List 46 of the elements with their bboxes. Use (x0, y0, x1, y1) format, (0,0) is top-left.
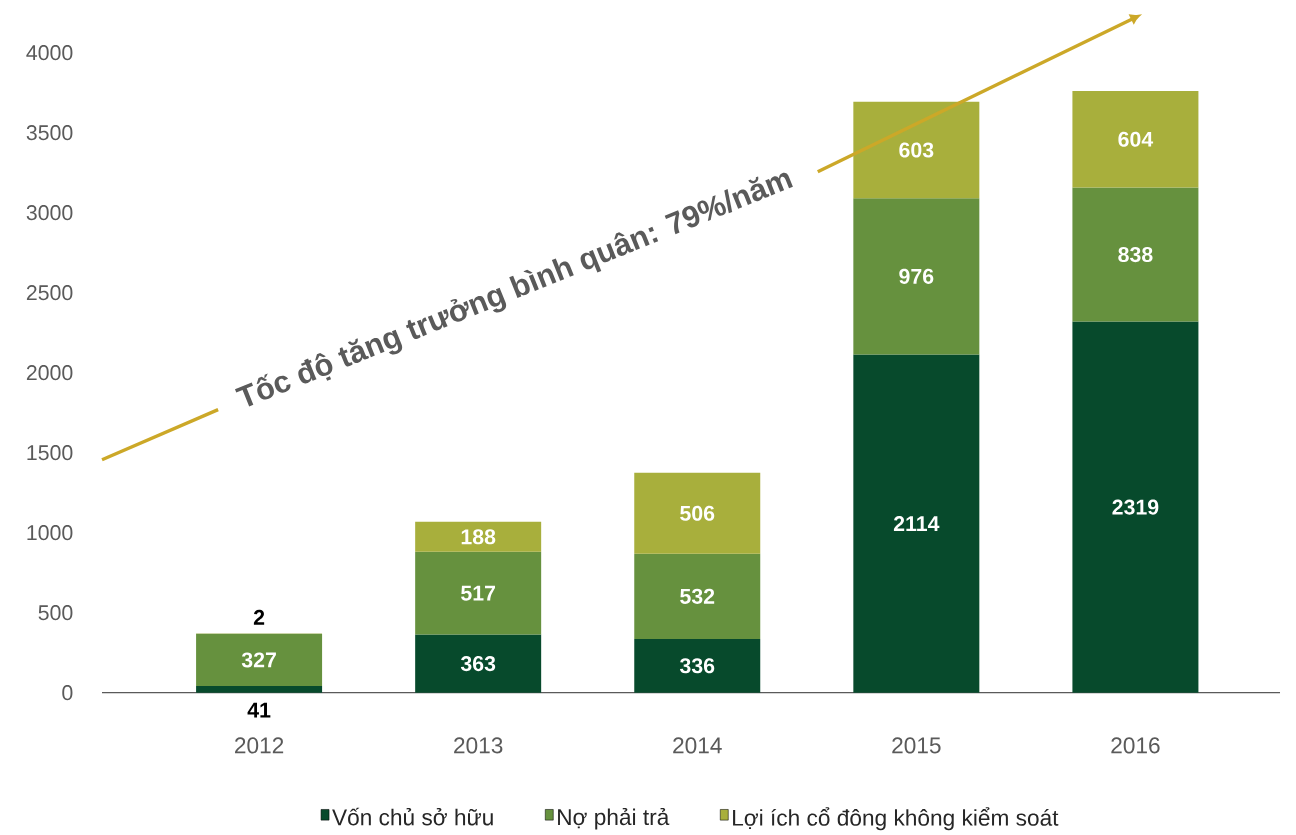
data-label: 604 (1118, 131, 1154, 147)
y-tick-label: 2500 (26, 285, 73, 301)
y-tick-label: 2000 (26, 365, 73, 381)
bar (1072, 321, 1199, 693)
bar (415, 552, 542, 635)
legend-label: Vốn chủ sở hữu (332, 807, 493, 826)
bar (415, 521, 542, 553)
bar (196, 686, 323, 693)
data-label: 2114 (893, 516, 940, 532)
y-tick-label: 500 (38, 605, 73, 621)
x-tick-label: 2016 (1111, 737, 1160, 754)
data-label: 532 (680, 588, 715, 605)
y-tick-label: 3500 (26, 125, 73, 141)
legend-label: Nợ phải trả (558, 808, 670, 830)
data-label: 506 (680, 505, 715, 522)
data-label: 188 (461, 529, 496, 545)
bar (634, 472, 761, 554)
data-label: 336 (679, 658, 715, 674)
data-label: 603 (899, 142, 934, 158)
data-label: 363 (460, 656, 496, 672)
bar (853, 354, 980, 693)
bar (853, 198, 980, 355)
x-tick-label: 2015 (892, 737, 941, 754)
x-tick-label: 2014 (673, 737, 722, 754)
bar (634, 639, 761, 693)
data-label: 517 (461, 585, 496, 601)
y-tick-label: 0 (62, 685, 73, 701)
y-tick-label: 4000 (26, 45, 73, 61)
bar (415, 634, 542, 693)
x-tick-label: 2012 (235, 737, 284, 754)
y-tick-label: 1000 (27, 525, 73, 541)
bar (634, 553, 761, 640)
x-tick-label: 2013 (454, 737, 503, 754)
y-tick-label: 1500 (27, 445, 73, 461)
data-label: 2319 (1112, 499, 1159, 515)
data-label: 2 (253, 610, 265, 625)
bar (1072, 91, 1199, 188)
bar (853, 101, 980, 199)
data-label: 838 (1118, 247, 1153, 263)
data-label: 41 (247, 702, 271, 718)
bar (1072, 187, 1199, 322)
bar (196, 633, 323, 687)
legend-label: Lợi ích cổ đông không kiểm soát (733, 807, 1059, 831)
data-label: 327 (241, 652, 276, 668)
data-label: 976 (899, 268, 934, 285)
y-tick-label: 3000 (26, 205, 73, 221)
